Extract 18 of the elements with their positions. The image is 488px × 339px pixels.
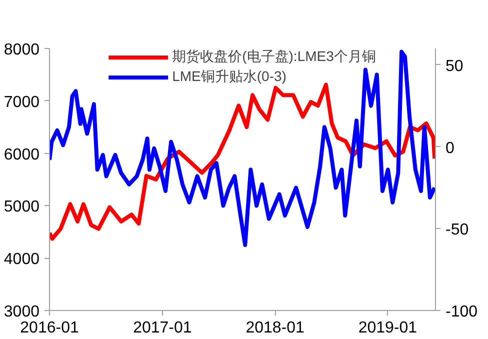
- x-tick-label: 2017-01: [133, 320, 192, 336]
- y-tick-label: 3000: [4, 304, 40, 320]
- y2-tick-label: -100: [446, 304, 478, 320]
- x-tick-label: 2019-01: [358, 320, 418, 336]
- y2-tick-label: 0: [446, 140, 454, 157]
- legend-label: LME铜升贴水(0-3): [172, 68, 286, 86]
- y-tick-label: 8000: [4, 42, 40, 58]
- y-tick-label: 5000: [4, 198, 40, 216]
- x-tick-label: 2016-01: [20, 320, 79, 336]
- legend-label: 期货收盘价(电子盘):LME3个月铜: [172, 48, 376, 66]
- y2-tick-label: -50: [446, 222, 469, 239]
- y2-tick-label: 50: [446, 58, 464, 75]
- line-series: [50, 50, 436, 247]
- x-tick-label: 2018-01: [246, 320, 305, 336]
- y-tick-label: 7000: [4, 94, 40, 111]
- line-series: [50, 82, 436, 241]
- y-tick-label: 4000: [4, 251, 40, 268]
- y-tick-label: 6000: [4, 146, 40, 164]
